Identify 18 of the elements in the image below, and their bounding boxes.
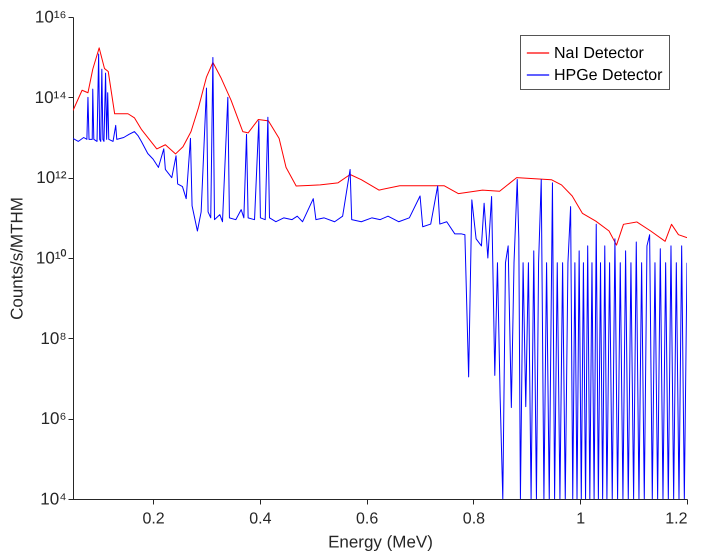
y-tick-label: 10¹⁰ (36, 248, 66, 268)
y-tick-label: 10¹⁶ (34, 8, 66, 26)
x-tick-label: 0.2 (142, 510, 165, 528)
x-tick-label: 0.6 (356, 510, 378, 528)
y-tick-label: 10¹⁴ (34, 88, 66, 107)
y-tick-label: 10⁶ (40, 409, 66, 428)
legend-label: NaI Detector (554, 45, 644, 62)
x-tick-label: 1 (576, 510, 586, 528)
y-tick-label: 10⁴ (40, 490, 66, 508)
x-tick-label: 1.2 (665, 510, 688, 528)
x-tick-label: 0.8 (462, 510, 486, 528)
line-series (73, 47, 687, 246)
y-tick-label: 10¹² (36, 168, 67, 188)
y-axis-title: Counts/s/MTHM (8, 197, 27, 320)
y-tick-label: 10⁸ (40, 328, 66, 348)
x-axis-title: Energy (MeV) (328, 532, 433, 552)
x-tick-label: 0.4 (249, 510, 272, 528)
legend-label: HPGe Detector (554, 67, 664, 84)
